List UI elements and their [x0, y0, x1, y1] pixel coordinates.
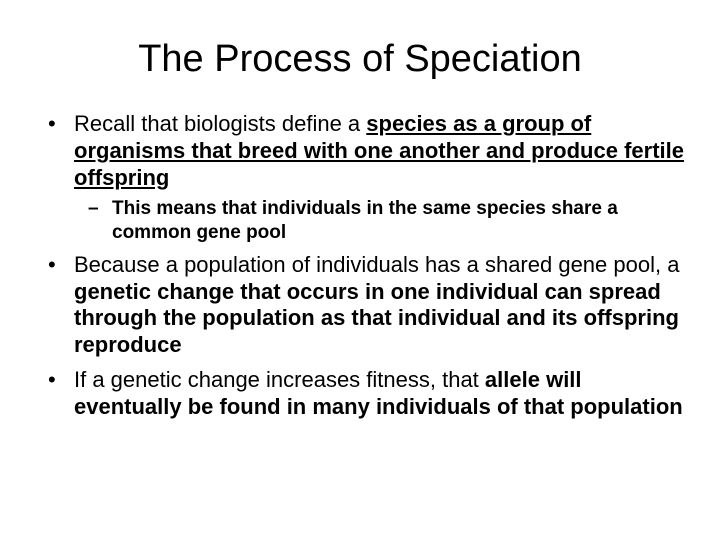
- sub-bullet-item: This means that individuals in the same …: [112, 197, 684, 243]
- bullet-text-bold: genetic change that occurs in one indivi…: [74, 279, 679, 358]
- bullet-text-plain: Recall that biologists define a: [74, 111, 366, 136]
- bullet-list: Recall that biologists define a species …: [36, 111, 684, 421]
- slide: The Process of Speciation Recall that bi…: [0, 0, 720, 540]
- bullet-item: Recall that biologists define a species …: [74, 111, 684, 244]
- bullet-text-plain: Because a population of individuals has …: [74, 252, 679, 277]
- bullet-item: If a genetic change increases fitness, t…: [74, 367, 684, 421]
- bullet-text-plain: If a genetic change increases fitness, t…: [74, 367, 485, 392]
- bullet-item: Because a population of individuals has …: [74, 252, 684, 359]
- sub-bullet-text: This means that individuals in the same …: [112, 198, 618, 242]
- slide-title: The Process of Speciation: [36, 38, 684, 81]
- sub-bullet-list: This means that individuals in the same …: [74, 197, 684, 243]
